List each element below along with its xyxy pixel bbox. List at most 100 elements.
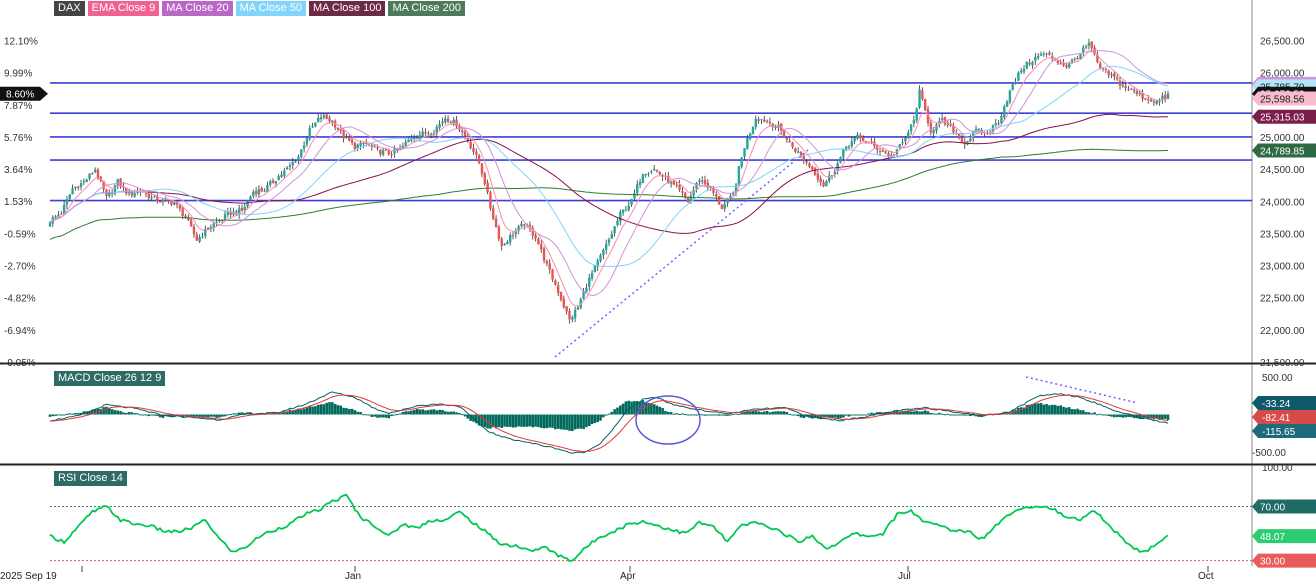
macd-histogram-bar (373, 414, 376, 417)
macd-value-badge (1252, 396, 1316, 410)
macd-histogram-bar (921, 411, 924, 415)
macd-histogram-bar (539, 414, 543, 428)
legend-item[interactable]: MA Close 100 (308, 1, 386, 16)
candle-body (918, 89, 921, 108)
macd-histogram-bar (1090, 413, 1094, 415)
macd-histogram-bar (528, 414, 532, 427)
candle-body (1065, 65, 1068, 68)
macd-histogram-bar (57, 414, 60, 416)
candle-body (181, 207, 184, 217)
candle-body (1022, 68, 1026, 72)
macd-histogram-bar (136, 413, 139, 415)
candle-body (655, 169, 659, 172)
legend-item[interactable]: DAX (54, 1, 85, 16)
macd-histogram-bar (980, 414, 983, 417)
candle-body (926, 109, 930, 124)
macd-legend: MACD Close 26 12 9 (54, 368, 166, 386)
macd-histogram-bar (508, 414, 512, 427)
rsi-legend-label: RSI Close 14 (54, 471, 127, 486)
candle-body (246, 200, 249, 207)
candle-body (503, 243, 506, 246)
candle-body (924, 99, 927, 111)
macd-histogram-bar (940, 413, 944, 415)
macd-histogram-bar (743, 411, 746, 415)
candle-body (960, 137, 964, 143)
macd-histogram-bar (362, 414, 365, 416)
macd-histogram-bar (884, 412, 887, 415)
macd-histogram-bar (395, 414, 399, 416)
candle-body (356, 144, 359, 149)
candle-body (904, 137, 907, 142)
candle-body (178, 205, 182, 209)
candle-body (610, 234, 614, 239)
candle-body (602, 249, 605, 256)
candle-body (813, 168, 817, 176)
macd-histogram-bar (794, 414, 797, 416)
candle-body (630, 198, 633, 205)
macd-histogram-bar (102, 407, 105, 415)
macd-histogram-bar (717, 414, 721, 416)
legend-item[interactable]: MA Close 20 (162, 1, 233, 16)
macd-histogram-bar (407, 411, 410, 415)
macd-histogram-bar (124, 412, 128, 415)
macd-histogram-bar (1110, 414, 1113, 417)
macd-histogram-bar (302, 408, 306, 415)
candle-body (604, 243, 608, 250)
macd-histogram-bar (333, 403, 337, 415)
candle-body (1090, 41, 1093, 49)
macd-histogram-bar (139, 414, 142, 416)
macd-histogram-bar (938, 412, 941, 415)
legend-item[interactable]: MA Close 50 (235, 1, 306, 16)
macd-histogram-bar (844, 414, 848, 416)
macd-histogram-bar (819, 414, 823, 419)
candle-body (1062, 63, 1065, 66)
legend-item[interactable]: EMA Close 9 (87, 1, 160, 16)
macd-histogram-bar (59, 414, 63, 416)
candle-body (723, 203, 726, 209)
macd-histogram-bar (1048, 405, 1051, 415)
candle-body (619, 211, 622, 222)
macd-histogram-bar (587, 414, 591, 426)
macd-histogram-bar (285, 411, 289, 415)
macd-histogram-bar (381, 414, 385, 418)
candle-body (469, 141, 472, 149)
candle-body (859, 135, 862, 139)
candle-body (593, 265, 597, 273)
macd-histogram-bar (610, 411, 614, 415)
macd-histogram-bar (777, 411, 780, 415)
percent-tick-label: -9.05% (4, 358, 36, 369)
macd-histogram-bar (311, 406, 314, 415)
macd-histogram-bar (421, 409, 424, 415)
candle-body (706, 183, 710, 188)
candle-body (647, 173, 650, 175)
candle-body (514, 230, 518, 235)
macd-histogram-bar (562, 414, 566, 430)
macd-histogram-bar (666, 411, 670, 415)
macd-histogram-bar (635, 401, 639, 415)
candle-body (884, 151, 887, 153)
macd-histogram-bar (429, 409, 433, 415)
candle-body (782, 130, 786, 138)
macd-histogram-bar (99, 409, 103, 415)
candle-body (158, 201, 162, 203)
candle-body (218, 220, 221, 222)
macd-histogram-bar (658, 406, 662, 415)
macd-histogram-bar (678, 413, 681, 415)
macd-histogram-bar (1115, 414, 1119, 418)
macd-histogram-bar (212, 414, 216, 417)
legend-item[interactable]: MA Close 200 (388, 1, 465, 16)
candle-body (1079, 53, 1082, 59)
macd-histogram-bar (359, 411, 362, 415)
candle-body (263, 190, 266, 192)
candle-body (438, 123, 441, 128)
candle-body (717, 196, 721, 205)
macd-histogram-bar (147, 414, 151, 417)
macd-histogram-bar (593, 414, 597, 424)
macd-histogram-bar (412, 409, 416, 415)
macd-histogram-bar (308, 406, 312, 415)
x-tick-label: Jul (898, 571, 911, 581)
candle-body (449, 121, 453, 124)
candle-body (209, 227, 213, 230)
candle-body (167, 200, 170, 202)
